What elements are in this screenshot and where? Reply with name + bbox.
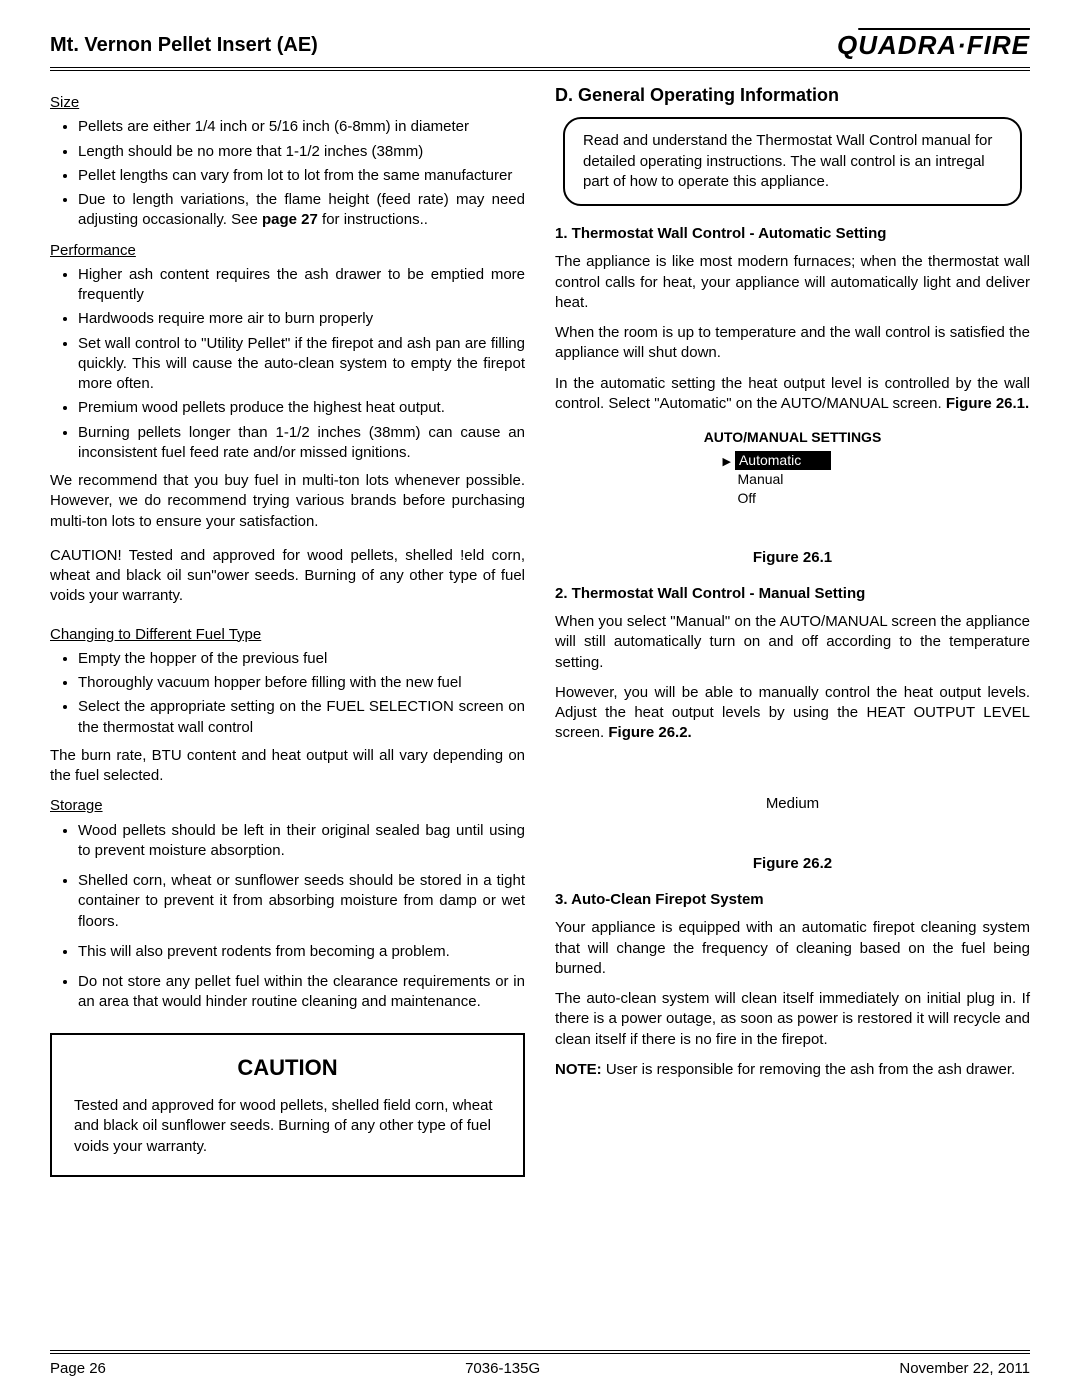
list-item: Pellets are either 1/4 inch or 5/16 inch…	[78, 117, 525, 137]
product-title: Mt. Vernon Pellet Insert (AE)	[50, 34, 318, 57]
menu-option-selected: Automatic	[735, 451, 831, 470]
medium-label: Medium	[555, 794, 1030, 814]
storage-heading: Storage	[50, 796, 525, 816]
pointer-icon	[723, 451, 731, 470]
section-d-heading: D. General Operating Information	[555, 83, 1030, 107]
list-item: Shelled corn, wheat or sunflower seeds s…	[78, 871, 525, 932]
performance-list: Higher ash content requires the ash draw…	[50, 265, 525, 463]
size-list: Pellets are either 1/4 inch or 5/16 inch…	[50, 117, 525, 230]
menu-option: Manual	[738, 470, 784, 489]
performance-heading: Performance	[50, 241, 525, 261]
p3c: NOTE: User is responsible for removing t…	[555, 1060, 1030, 1080]
changing-heading: Changing to Different Fuel Type	[50, 625, 525, 645]
list-item: This will also prevent rodents from beco…	[78, 942, 525, 962]
list-item: Empty the hopper of the previous fuel	[78, 649, 525, 669]
figure-caption: Figure 26.2	[555, 854, 1030, 874]
size-heading: Size	[50, 93, 525, 113]
menu-title: AUTO/MANUAL SETTINGS	[663, 428, 923, 447]
figure-caption: Figure 26.1	[555, 548, 1030, 568]
list-item: Wood pellets should be left in their ori…	[78, 821, 525, 862]
sub2-heading: 2. Thermostat Wall Control - Manual Sett…	[555, 584, 1030, 604]
burn-rate-text: The burn rate, BTU content and heat outp…	[50, 746, 525, 787]
list-item: Pellet lengths can vary from lot to lot …	[78, 166, 525, 186]
page-header: Mt. Vernon Pellet Insert (AE) QUADRA·FIR…	[50, 30, 1030, 71]
p3a: Your appliance is equipped with an autom…	[555, 918, 1030, 979]
list-item: Select the appropriate setting on the FU…	[78, 697, 525, 738]
p2b: However, you will be able to manually co…	[555, 683, 1030, 744]
list-item: Higher ash content requires the ash draw…	[78, 265, 525, 306]
list-item: Length should be no more that 1-1/2 inch…	[78, 142, 525, 162]
list-item: Set wall control to "Utility Pellet" if …	[78, 334, 525, 395]
brand-logo: QUADRA·FIRE	[837, 30, 1030, 61]
right-column: D. General Operating Information Read an…	[555, 83, 1030, 1177]
recommend-text: We recommend that you buy fuel in multi-…	[50, 471, 525, 532]
p1c: In the automatic setting the heat output…	[555, 374, 1030, 415]
caution-inline: CAUTION! Tested and approved for wood pe…	[50, 546, 525, 607]
p1b: When the room is up to temperature and t…	[555, 323, 1030, 364]
doc-number: 7036-135G	[465, 1360, 540, 1377]
p2a: When you select "Manual" on the AUTO/MAN…	[555, 612, 1030, 673]
list-item: Thoroughly vacuum hopper before filling …	[78, 673, 525, 693]
sub3-heading: 3. Auto-Clean Firepot System	[555, 890, 1030, 910]
left-column: Size Pellets are either 1/4 inch or 5/16…	[50, 83, 525, 1177]
caution-text: Tested and approved for wood pellets, sh…	[74, 1096, 501, 1157]
changing-list: Empty the hopper of the previous fuel Th…	[50, 649, 525, 738]
sub1-heading: 1. Thermostat Wall Control - Automatic S…	[555, 224, 1030, 244]
doc-date: November 22, 2011	[899, 1360, 1030, 1377]
list-item: Premium wood pellets produce the highest…	[78, 398, 525, 418]
p3b: The auto-clean system will clean itself …	[555, 989, 1030, 1050]
menu-row: Manual	[723, 470, 923, 489]
menu-row: Automatic	[723, 451, 923, 470]
page-number: Page 26	[50, 1360, 106, 1377]
caution-title: CAUTION	[74, 1053, 501, 1083]
caution-box: CAUTION Tested and approved for wood pel…	[50, 1033, 525, 1177]
list-item: Burning pellets longer than 1-1/2 inches…	[78, 423, 525, 464]
list-item: Due to length variations, the flame heig…	[78, 190, 525, 231]
menu-row: Off	[723, 489, 923, 508]
list-item: Hardwoods require more air to burn prope…	[78, 309, 525, 329]
storage-list: Wood pellets should be left in their ori…	[50, 821, 525, 1013]
menu-option: Off	[738, 489, 756, 508]
read-note: Read and understand the Thermostat Wall …	[563, 117, 1022, 206]
page-footer: Page 26 7036-135G November 22, 2011	[50, 1350, 1030, 1377]
auto-manual-menu: AUTO/MANUAL SETTINGS Automatic Manual Of…	[663, 428, 923, 508]
list-item: Do not store any pellet fuel within the …	[78, 972, 525, 1013]
p1a: The appliance is like most modern furnac…	[555, 252, 1030, 313]
